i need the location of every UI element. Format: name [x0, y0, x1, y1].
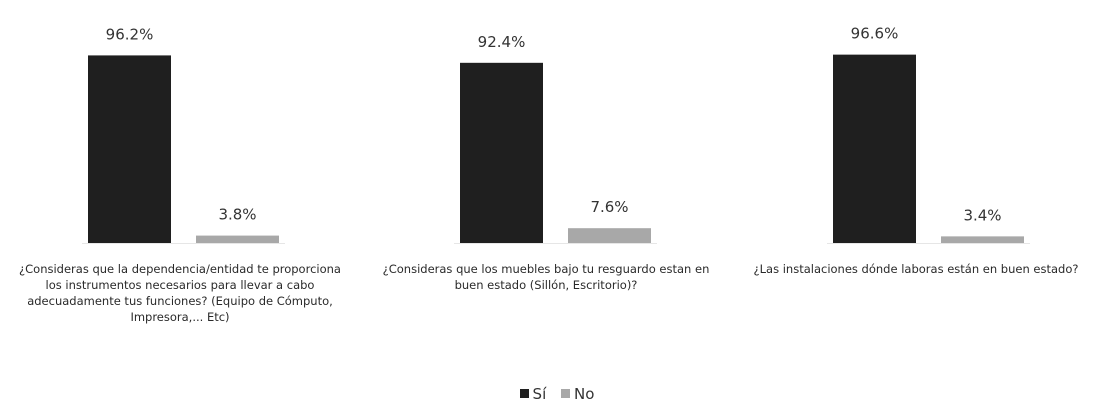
- data-label-no-muebles: 7.6%: [590, 198, 628, 216]
- legend-label-si: Sí: [532, 385, 547, 403]
- legend-swatch-no: [561, 389, 571, 398]
- category-label-instalaciones: ¿Las instalaciones dónde laboras están e…: [753, 262, 1079, 276]
- category-label-muebles: ¿Consideras que los muebles bajo tu resg…: [382, 262, 710, 292]
- data-label-si-muebles: 92.4%: [478, 33, 526, 51]
- bar-no-instalaciones: [941, 236, 1024, 243]
- category-label-instrumentos: ¿Consideras que la dependencia/entidad t…: [19, 262, 341, 324]
- chart-legend: Sí No: [0, 385, 1114, 403]
- legend-item-no: No: [561, 385, 594, 403]
- data-label-si-instalaciones: 96.6%: [851, 25, 899, 43]
- legend-label-no: No: [574, 385, 595, 403]
- legend-item-si: Sí: [519, 385, 547, 403]
- bar-no-instrumentos: [196, 235, 279, 243]
- bar-si-instrumentos: [88, 55, 171, 243]
- legend-swatch-si: [519, 389, 529, 398]
- bar-no-muebles: [568, 228, 651, 243]
- bar-si-instalaciones: [833, 54, 916, 243]
- data-label-no-instalaciones: 3.4%: [963, 206, 1001, 224]
- data-label-no-instrumentos: 3.8%: [218, 206, 256, 224]
- data-label-si-instrumentos: 96.2%: [106, 25, 154, 43]
- bar-si-muebles: [460, 62, 543, 243]
